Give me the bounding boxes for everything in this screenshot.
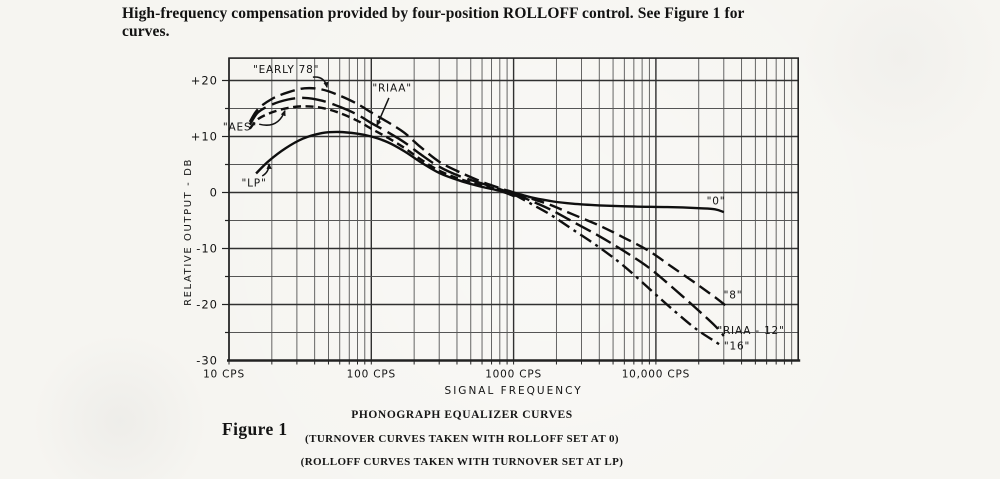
y-tick-10: +10 xyxy=(191,130,218,144)
curve-16 xyxy=(513,193,724,348)
caption-rolloff-note: (ROLLOFF CURVES TAKEN WITH TURNOVER SET … xyxy=(300,456,624,468)
curves xyxy=(248,86,727,348)
label-early-78: "EARLY 78" xyxy=(253,64,319,76)
y-tick-20: -20 xyxy=(196,298,218,312)
figure-label: Figure 1 xyxy=(222,419,288,439)
label-riaa: "RIAA" xyxy=(372,82,412,94)
curve-riaa xyxy=(248,96,518,197)
curve-labels: "EARLY 78" "RIAA" "AES" "LP" "0" "8" "RIAA - 1… xyxy=(223,64,784,353)
leader-arrow-riaa xyxy=(376,97,390,127)
x-axis-label: SIGNAL FREQUENCY xyxy=(445,385,583,397)
curve-0 xyxy=(506,189,725,214)
y-tick-0: 0 xyxy=(210,186,218,200)
y-axis-label: RELATIVE OUTPUT - DB xyxy=(183,158,194,306)
curve-aes xyxy=(248,105,517,198)
header-line-2: curves. xyxy=(122,23,170,40)
caption-turnover-note: (TURNOVER CURVES TAKEN WITH ROLLOFF SET … xyxy=(305,433,619,445)
curve-riaa-12 xyxy=(513,192,725,337)
x-tick-1000-cps: 1000 CPS xyxy=(485,369,542,381)
grid xyxy=(222,58,799,365)
x-tick-100-cps: 100 CPS xyxy=(347,369,396,381)
x-tick-10-cps: 10 CPS xyxy=(203,369,245,381)
label-lp: "LP" xyxy=(242,177,267,189)
leader-arrow-lp xyxy=(261,162,272,177)
page-header-text: High-frequency compensation provided by … xyxy=(122,5,962,41)
caption-title: PHONOGRAPH EQUALIZER CURVES xyxy=(351,409,573,421)
curve-8 xyxy=(513,191,727,307)
y-tick-30: -30 xyxy=(196,354,218,368)
label-0: "0" xyxy=(707,195,726,207)
leader-arrow-aes xyxy=(259,109,286,126)
plot-frame xyxy=(227,57,801,362)
label-8: "8" xyxy=(724,289,743,301)
label-riaa-12: "RIAA - 12" xyxy=(717,325,784,337)
header-line-1: High-frequency compensation provided by … xyxy=(122,5,745,22)
figure-captions: PHONOGRAPH EQUALIZER CURVES (TURNOVER CU… xyxy=(182,409,742,479)
label-aes: "AES" xyxy=(223,121,257,133)
curve-lp xyxy=(255,130,516,198)
curve-early-78 xyxy=(248,86,519,196)
leader-arrow-early-78 xyxy=(312,76,329,89)
label-16: "16" xyxy=(724,340,750,352)
y-tick-10: -10 xyxy=(196,242,218,256)
x-tick-10-000-cps: 10,000 CPS xyxy=(622,369,690,381)
y-tick-20: +20 xyxy=(191,74,218,88)
